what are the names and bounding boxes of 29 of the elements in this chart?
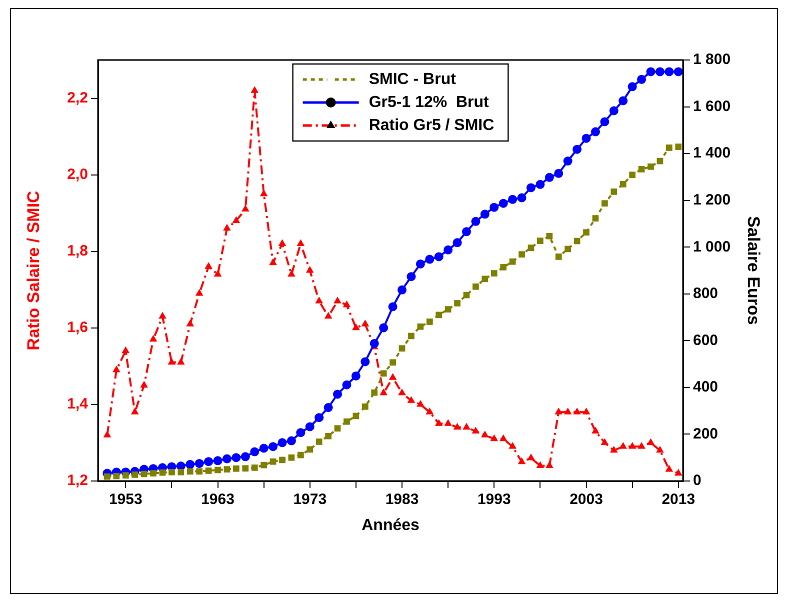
y-tick-label: 1,4 bbox=[67, 396, 89, 413]
x-tick-label: 1993 bbox=[477, 491, 511, 508]
y2-axis-title: Salaire Euros bbox=[744, 216, 764, 325]
y2-tick-label: 1 600 bbox=[693, 98, 731, 115]
x-tick-label: 1973 bbox=[293, 491, 327, 508]
y-tick-label: 2,2 bbox=[67, 89, 88, 106]
y2-tick-label: 200 bbox=[693, 425, 718, 442]
legend-label: Gr5-1 12% Brut bbox=[368, 94, 490, 111]
y-tick-label: 1,8 bbox=[67, 242, 88, 260]
x-tick-label: 2003 bbox=[570, 491, 603, 508]
y2-tick-label: 400 bbox=[693, 378, 718, 396]
y2-tick-label: 1 200 bbox=[693, 191, 731, 208]
y2-tick-label: 1 800 bbox=[693, 51, 731, 68]
x-tick-label: 2013 bbox=[662, 491, 696, 508]
y2-tick-label: 1 000 bbox=[693, 238, 731, 256]
y2-tick-label: 1 400 bbox=[693, 144, 731, 162]
y2-tick-label: 800 bbox=[693, 285, 718, 302]
legend-label: SMIC - Brut bbox=[368, 70, 457, 88]
x-axis-title: Années bbox=[362, 516, 420, 534]
y-tick-label: 1,2 bbox=[67, 472, 88, 490]
y2-tick-label: 0 bbox=[693, 472, 702, 490]
x-tick-label: 1953 bbox=[108, 491, 142, 508]
x-tick-label: 1983 bbox=[385, 491, 419, 508]
y-tick-label: 2,0 bbox=[67, 166, 88, 183]
y2-tick-label: 600 bbox=[693, 332, 718, 349]
y-tick-label: 1,6 bbox=[67, 319, 88, 336]
y-axis-title: Ratio Salaire / SMIC bbox=[24, 190, 43, 350]
x-tick-label: 1963 bbox=[201, 491, 234, 508]
legend-label: Ratio Gr5 / SMIC bbox=[368, 116, 495, 134]
